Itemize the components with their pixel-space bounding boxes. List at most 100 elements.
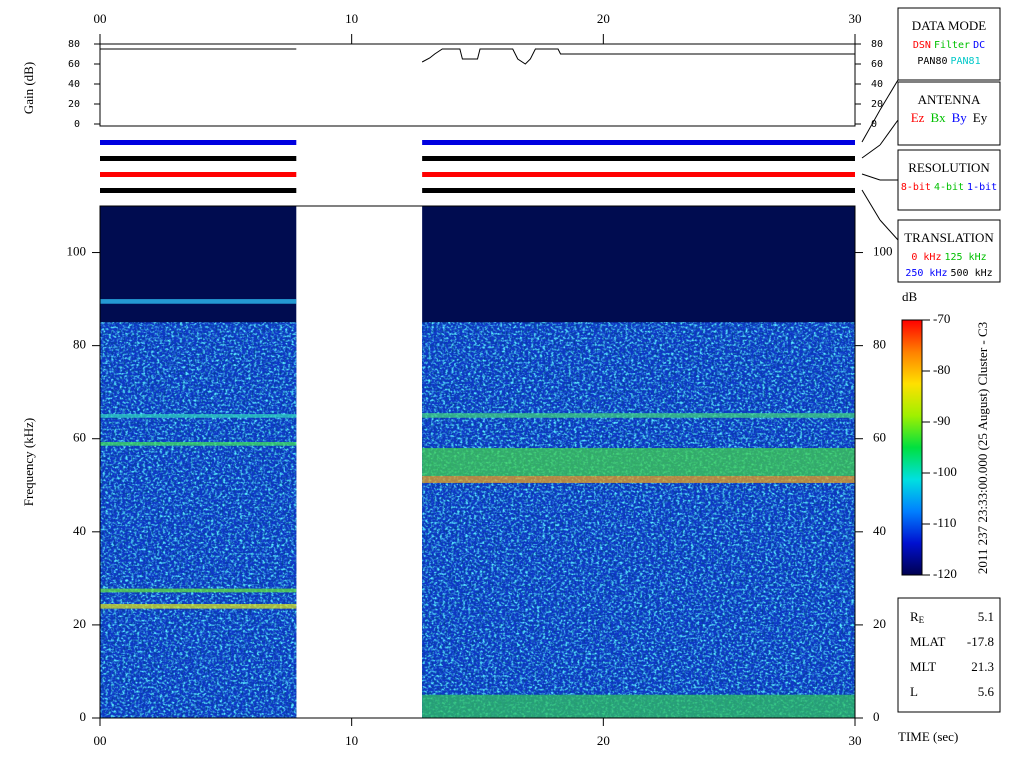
position-value: 5.6 bbox=[978, 684, 995, 699]
panel-item: PAN81 bbox=[951, 56, 981, 67]
y-tick-label: 40 bbox=[73, 523, 86, 538]
position-label: MLT bbox=[910, 659, 936, 674]
gain-tick-label: 60 bbox=[68, 59, 80, 70]
panel-item: DC bbox=[973, 40, 985, 51]
gain-tick-label-right: 80 bbox=[871, 39, 883, 50]
gain-tick-label: 20 bbox=[68, 99, 80, 110]
colorbar-tick-label: -110 bbox=[933, 515, 956, 530]
y-tick-label: 80 bbox=[73, 337, 86, 352]
panel-row: Ez Bx By Ey bbox=[911, 110, 988, 125]
segment-noise-dark bbox=[100, 322, 297, 718]
gain-line bbox=[100, 48, 855, 65]
emission-band bbox=[422, 475, 855, 483]
position-label: L bbox=[910, 684, 918, 699]
panel-box bbox=[897, 219, 1001, 283]
position-label: MLAT bbox=[910, 634, 945, 649]
x-axis-label: TIME (sec) bbox=[898, 729, 958, 744]
gain-axis-label: Gain (dB) bbox=[21, 62, 36, 114]
y-tick-label-right: 40 bbox=[873, 523, 886, 538]
y-tick-label-right: 80 bbox=[873, 337, 886, 352]
colorbar-tick-label: -100 bbox=[933, 464, 957, 479]
panel-title: DATA MODE bbox=[912, 18, 986, 33]
x-tick-label-top: 30 bbox=[849, 11, 862, 26]
panel-item: 8-bit bbox=[901, 182, 931, 193]
emission-band bbox=[100, 299, 297, 304]
panel-title: RESOLUTION bbox=[908, 160, 990, 175]
mode-bar bbox=[422, 172, 855, 177]
y-tick-label-right: 20 bbox=[873, 616, 886, 631]
panel-box bbox=[897, 81, 1001, 146]
gain-frame bbox=[99, 43, 856, 127]
panel-item: 500 kHz bbox=[951, 268, 993, 279]
panel-item: Filter bbox=[934, 40, 970, 51]
panel-item: 1-bit bbox=[967, 182, 997, 193]
emission-band bbox=[422, 413, 855, 418]
position-value: 21.3 bbox=[971, 659, 994, 674]
panel-item: 4-bit bbox=[934, 182, 964, 193]
panel-row: 8-bit 4-bit 1-bit bbox=[901, 182, 997, 193]
colorbar-tick-label: -80 bbox=[933, 362, 950, 377]
position-label-text: MLAT bbox=[910, 634, 945, 649]
panel-item: Ez bbox=[911, 110, 925, 125]
panel-item: 125 kHz bbox=[944, 252, 986, 263]
y-tick-label-right: 100 bbox=[873, 244, 893, 259]
gain-tick-label-right: 40 bbox=[871, 79, 883, 90]
panel-item: By bbox=[952, 110, 968, 125]
panel-row: 0 kHz 125 kHz bbox=[911, 252, 986, 263]
segment-noise-dark bbox=[422, 322, 855, 718]
gain-tick-label-right: 20 bbox=[871, 99, 883, 110]
position-label: RE bbox=[910, 609, 925, 625]
colorbar bbox=[901, 319, 923, 576]
position-value: -17.8 bbox=[967, 634, 994, 649]
emission-band bbox=[100, 414, 297, 418]
side-label: 2011 237 23:33:00.000 (25 August) Cluste… bbox=[975, 322, 990, 574]
emission-band bbox=[100, 603, 297, 609]
gain-tick-label: 40 bbox=[68, 79, 80, 90]
panel-item: Bx bbox=[930, 110, 946, 125]
x-tick-label: 10 bbox=[345, 733, 358, 748]
x-tick-label-top: 00 bbox=[94, 11, 107, 26]
panel-item: 0 kHz bbox=[911, 252, 941, 263]
x-tick-label-top: 10 bbox=[345, 11, 358, 26]
y-tick-label-right: 60 bbox=[873, 430, 886, 445]
gain-tick-label-right: 60 bbox=[871, 59, 883, 70]
panel-item: Ey bbox=[973, 110, 988, 125]
y-tick-label: 60 bbox=[73, 430, 86, 445]
panel-title: TRANSLATION bbox=[904, 230, 994, 245]
panel-box bbox=[897, 7, 1001, 81]
panel-row: 250 kHz 500 kHz bbox=[905, 268, 992, 279]
y-tick-label: 100 bbox=[67, 244, 87, 259]
gain-tick-label-right: 0 bbox=[871, 119, 877, 130]
position-label-text: R bbox=[910, 609, 919, 624]
emission-band bbox=[422, 448, 855, 476]
connectors bbox=[861, 79, 899, 241]
mode-bar bbox=[422, 140, 855, 145]
position-label-text: L bbox=[910, 684, 918, 699]
mode-bar bbox=[100, 140, 297, 145]
panel-box bbox=[897, 149, 1001, 211]
mode-bar bbox=[422, 188, 855, 193]
x-tick-label-top: 20 bbox=[597, 11, 610, 26]
y-tick-label-right: 0 bbox=[873, 709, 880, 724]
colorbar-tick-label: -120 bbox=[933, 566, 957, 581]
x-tick-label: 00 bbox=[94, 733, 107, 748]
y-axis-label: Frequency (kHz) bbox=[21, 418, 36, 506]
emission-band bbox=[422, 694, 855, 718]
gain-tick-label: 0 bbox=[74, 119, 80, 130]
position-box bbox=[897, 597, 1001, 713]
panel-title: ANTENNA bbox=[918, 92, 981, 107]
colorbar-tick-label: -90 bbox=[933, 413, 950, 428]
mode-bar bbox=[100, 188, 297, 193]
plot-frame bbox=[99, 205, 856, 719]
x-tick-label: 30 bbox=[849, 733, 862, 748]
panel-item: DSN bbox=[913, 40, 931, 51]
panel-item: PAN80 bbox=[917, 56, 947, 67]
y-tick-label: 20 bbox=[73, 616, 86, 631]
y-tick-label: 0 bbox=[80, 709, 87, 724]
panel-row: DSN Filter DC bbox=[913, 40, 985, 51]
colorbar-label: dB bbox=[902, 289, 918, 304]
mode-bar bbox=[100, 172, 297, 177]
